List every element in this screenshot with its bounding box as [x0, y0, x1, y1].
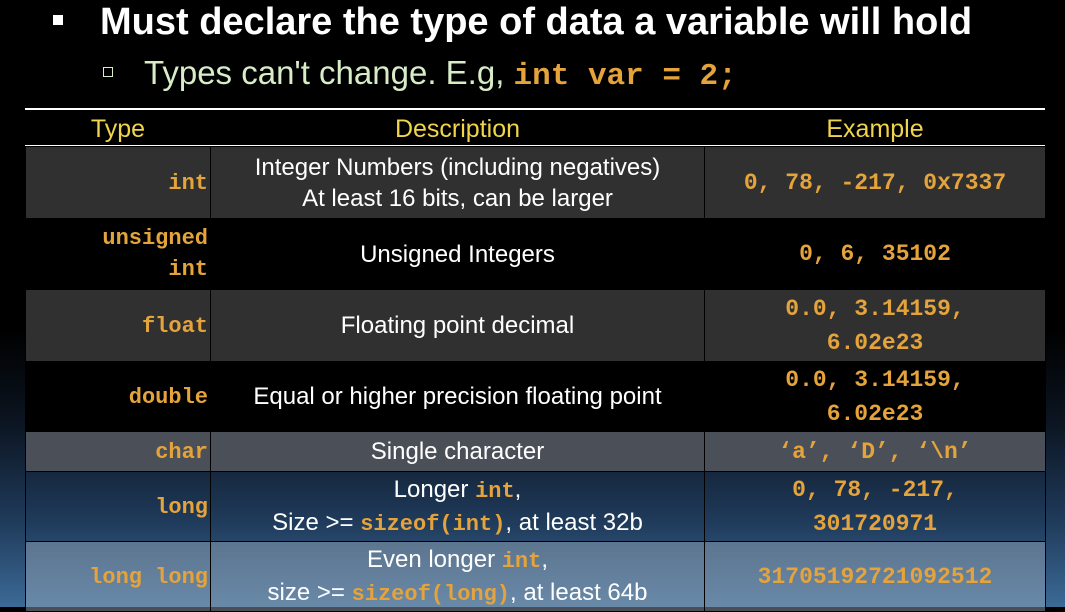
description-line: At least 16 bits, can be larger: [302, 184, 613, 212]
type-name: int: [168, 171, 208, 196]
description-text: Longer: [393, 475, 476, 503]
example-cell: 31705192721092512: [704, 541, 1046, 612]
table-row: unsigned int Unsigned Integers 0, 6, 351…: [25, 218, 1046, 290]
description-text: ,: [541, 545, 549, 573]
type-cell: long: [25, 471, 211, 542]
description-code: sizeof(long): [351, 581, 511, 607]
description-line: Longer int,: [211, 474, 704, 507]
table-header-row: Type Description Example: [26, 112, 1046, 147]
description-cell: Integer Numbers (including negatives) At…: [210, 146, 705, 219]
table-row: float Floating point decimal 0.0, 3.1415…: [25, 289, 1046, 362]
type-cell: int: [25, 146, 211, 219]
table-row: long Longer int, Size >= sizeof(int), at…: [25, 471, 1046, 542]
example-cell: 0.0, 3.14159, 6.02e23: [704, 361, 1046, 432]
description-text: Even longer: [366, 545, 502, 573]
description-cell: Floating point decimal: [210, 289, 705, 362]
example-cell: 0, 78, -217, 0x7337: [704, 146, 1046, 219]
sub-bullet: Types can't change. E.g, int var = 2;: [0, 50, 1065, 96]
description-text: ,: [514, 475, 522, 503]
header-type: Type: [90, 114, 146, 143]
header-example: Example: [826, 114, 924, 143]
type-name: float: [141, 314, 208, 339]
example-cell: 0, 6, 35102: [704, 218, 1046, 290]
description-cell: Longer int, Size >= sizeof(int), at leas…: [210, 471, 705, 542]
type-cell: double: [25, 361, 211, 432]
main-bullet-text: Must declare the type of data a variable…: [100, 0, 973, 43]
table-row: char Single character ‘a’, ‘D’, ‘\n’: [25, 431, 1046, 472]
description-line: Even longer int,: [211, 544, 704, 577]
table-row: int Integer Numbers (including negatives…: [25, 146, 1046, 219]
type-cell: long long: [25, 541, 211, 612]
example-line: 0, 78, -217,: [792, 476, 958, 503]
table-row: long long Even longer int, size >= sizeo…: [25, 541, 1046, 612]
type-name: double: [128, 385, 208, 410]
type-name-line: int: [168, 257, 208, 282]
table-row: double Equal or higher precision floatin…: [25, 361, 1046, 432]
description-cell: Unsigned Integers: [210, 218, 705, 290]
type-name: long: [155, 495, 208, 520]
table-top-rule: [25, 108, 1045, 110]
header-description: Description: [394, 114, 521, 143]
example-line: 0.0, 3.14159,: [785, 295, 965, 322]
description-line: size >= sizeof(long), at least 64b: [211, 577, 704, 610]
bullet-square-icon: [53, 15, 63, 25]
example-line: 6.02e23: [826, 329, 924, 356]
example-value: 31705192721092512: [757, 563, 993, 590]
example-cell: ‘a’, ‘D’, ‘\n’: [704, 431, 1046, 472]
description-code: int: [501, 548, 542, 574]
example-line: 6.02e23: [826, 400, 924, 427]
type-cell: unsigned int: [25, 218, 211, 290]
example-value: 0, 78, -217, 0x7337: [743, 169, 1007, 196]
example-cell: 0.0, 3.14159, 6.02e23: [704, 289, 1046, 362]
example-cell: 0, 78, -217, 301720971: [704, 471, 1046, 542]
type-name-line: unsigned: [102, 226, 208, 251]
description-text: Size >=: [272, 508, 361, 536]
types-table: Type Description Example int Integer Num…: [25, 112, 1046, 612]
type-name: long long: [89, 565, 208, 590]
type-cell: char: [25, 431, 211, 472]
type-name: char: [155, 440, 208, 465]
description-text: , at least 32b: [505, 508, 643, 536]
sub-bullet-plain: Types can't change. E.g,: [144, 54, 514, 91]
description-text: , at least 64b: [510, 578, 648, 606]
description-code: int: [475, 478, 515, 504]
description-code: sizeof(int): [360, 511, 506, 537]
example-line: 301720971: [812, 510, 938, 537]
sub-bullet-code: int var = 2;: [513, 59, 737, 94]
example-value: 0, 6, 35102: [799, 241, 951, 267]
description-cell: Equal or higher precision floating point: [210, 361, 705, 432]
example-line: 0.0, 3.14159,: [785, 366, 965, 393]
sub-bullet-square-icon: [103, 67, 113, 77]
description-cell: Even longer int, size >= sizeof(long), a…: [210, 541, 705, 612]
description-line: Integer Numbers (including negatives): [254, 153, 661, 181]
description-text: size >=: [267, 578, 352, 606]
type-cell: float: [25, 289, 211, 362]
sub-bullet-text: Types can't change. E.g, int var = 2;: [144, 54, 737, 94]
example-value: ‘a’, ‘D’, ‘\n’: [778, 438, 972, 465]
description-cell: Single character: [210, 431, 705, 472]
description-line: Size >= sizeof(int), at least 32b: [211, 507, 704, 540]
